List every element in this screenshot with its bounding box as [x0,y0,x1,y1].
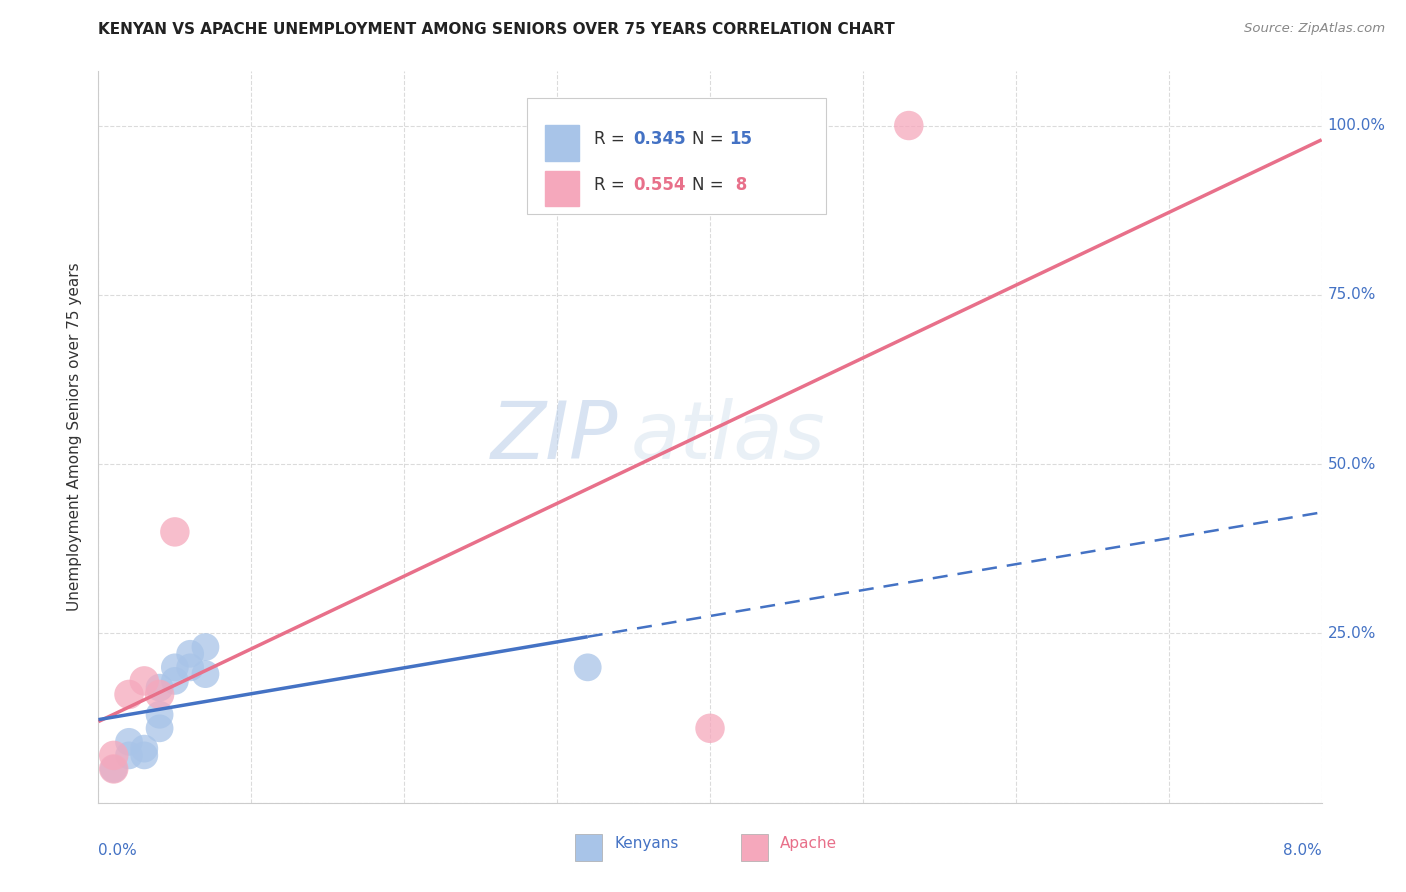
Text: Apache: Apache [780,836,837,851]
Text: atlas: atlas [630,398,825,476]
Text: R =: R = [593,130,630,148]
Point [576,660,599,674]
Point [179,647,201,661]
Point [163,524,186,539]
Point [194,667,217,681]
FancyBboxPatch shape [526,98,827,214]
Point [149,681,172,695]
Text: R =: R = [593,176,630,194]
Point [897,119,920,133]
FancyBboxPatch shape [741,833,768,862]
Point [103,748,125,763]
Point [134,748,156,763]
Point [149,707,172,722]
Y-axis label: Unemployment Among Seniors over 75 years: Unemployment Among Seniors over 75 years [67,263,83,611]
Text: 0.554: 0.554 [633,176,686,194]
Point [163,660,186,674]
Point [179,660,201,674]
Text: 25.0%: 25.0% [1327,626,1376,641]
Point [194,640,217,654]
Point [134,673,156,688]
Point [103,762,125,776]
Text: 8.0%: 8.0% [1282,843,1322,858]
Text: ZIP: ZIP [491,398,619,476]
Text: Source: ZipAtlas.com: Source: ZipAtlas.com [1244,22,1385,36]
Point [699,721,721,735]
Point [118,688,141,702]
Text: 75.0%: 75.0% [1327,287,1376,302]
Point [118,748,141,763]
Text: Kenyans: Kenyans [614,836,679,851]
Text: 15: 15 [730,130,752,148]
FancyBboxPatch shape [546,126,579,161]
Point [163,673,186,688]
Point [149,721,172,735]
Text: 0.345: 0.345 [633,130,686,148]
Text: 50.0%: 50.0% [1327,457,1376,472]
FancyBboxPatch shape [575,833,602,862]
Text: KENYAN VS APACHE UNEMPLOYMENT AMONG SENIORS OVER 75 YEARS CORRELATION CHART: KENYAN VS APACHE UNEMPLOYMENT AMONG SENI… [98,22,896,37]
Text: N =: N = [692,130,728,148]
Point [134,741,156,756]
FancyBboxPatch shape [546,171,579,206]
Text: 0.0%: 0.0% [98,843,138,858]
Text: 100.0%: 100.0% [1327,118,1386,133]
Text: 8: 8 [730,176,747,194]
Text: N =: N = [692,176,728,194]
Point [118,735,141,749]
Point [103,762,125,776]
Point [149,688,172,702]
